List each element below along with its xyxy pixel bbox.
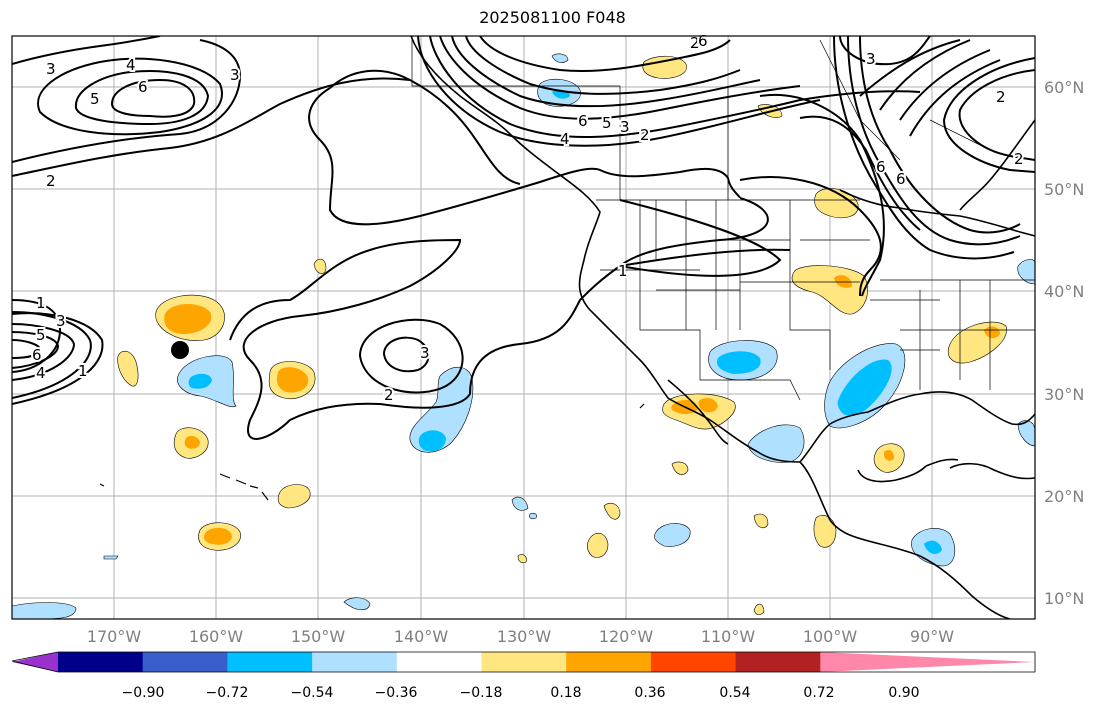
colorbar-tick: −0.90 <box>122 685 165 701</box>
contour-label: 2 <box>384 386 394 404</box>
lon-label: 110°W <box>701 627 756 646</box>
colorbar-tick: 0.18 <box>550 685 581 701</box>
colorbar-tick: 0.36 <box>634 685 665 701</box>
contour-label: 3 <box>620 118 630 136</box>
colorbar-bin <box>735 652 821 672</box>
contour-labels: 3 4 5 6 3 2 1 3 5 6 4 1 2 3 2 1 6 5 3 2 … <box>30 30 1026 406</box>
contours <box>12 36 1035 440</box>
lon-label: 100°W <box>803 627 858 646</box>
colorbar-extend-min <box>12 652 58 672</box>
colorbar-tick: −0.36 <box>375 685 418 701</box>
lon-label: 160°W <box>189 627 244 646</box>
contour-label: 5 <box>602 114 612 132</box>
colorbar-bin <box>227 652 313 672</box>
contour-label: 3 <box>56 312 66 330</box>
lon-label: 120°W <box>599 627 654 646</box>
contour-label: 4 <box>36 364 46 382</box>
colorbar-bin <box>396 652 482 672</box>
contour-label: 3 <box>230 66 240 84</box>
colorbar-tick: 0.90 <box>888 685 919 701</box>
contour-label: 1 <box>78 362 88 380</box>
contour-label: 4 <box>560 130 570 148</box>
colorbar-ticks: −0.90 −0.72 −0.54 −0.36 −0.18 0.18 0.36 … <box>122 685 920 701</box>
contour-label: 6 <box>876 158 886 176</box>
contour-label: 6 <box>32 346 42 364</box>
contour-label: 2 <box>46 172 56 190</box>
lat-label: 60°N <box>1044 78 1084 97</box>
contour-label: 6 <box>138 78 148 96</box>
coastlines <box>410 36 1035 619</box>
latitude-labels: 60°N 50°N 40°N 30°N 20°N 10°N <box>1044 78 1084 608</box>
colorbar-tick: −0.72 <box>206 685 249 701</box>
colorbar-bin <box>650 652 737 672</box>
colorbar-tick: 0.54 <box>719 685 750 701</box>
colorbar-tick: −0.18 <box>460 685 503 701</box>
contour-label: 2 <box>690 34 700 52</box>
contour-label: 3 <box>866 50 876 68</box>
lon-label: 140°W <box>394 627 449 646</box>
contour-label: 4 <box>126 56 136 74</box>
lon-label: 150°W <box>291 627 346 646</box>
lon-label: 130°W <box>497 627 552 646</box>
contour-label: 3 <box>46 60 56 78</box>
lat-label: 10°N <box>1044 589 1084 608</box>
contour-label: 6 <box>896 170 906 188</box>
colorbar-bin <box>58 652 144 672</box>
contour-label: 5 <box>90 90 100 108</box>
longitude-labels: 170°W 160°W 150°W 140°W 130°W 120°W 110°… <box>87 627 954 646</box>
colorbar: −0.90 −0.72 −0.54 −0.36 −0.18 0.18 0.36 … <box>11 651 1036 701</box>
lat-label: 40°N <box>1044 282 1084 301</box>
colorbar-bin <box>481 652 567 672</box>
colorbar-tick: −0.54 <box>291 685 334 701</box>
lat-label: 20°N <box>1044 487 1084 506</box>
lon-label: 170°W <box>87 627 142 646</box>
contour-label: 2 <box>640 126 650 144</box>
contour-label: 6 <box>578 112 588 130</box>
contour-label: 2 <box>1014 150 1024 168</box>
colorbar-extend-max <box>820 652 1035 672</box>
colorbar-segments <box>12 652 1035 672</box>
lat-label: 30°N <box>1044 385 1084 404</box>
colorbar-outline <box>11 651 1036 673</box>
map-title: 2025081100 F048 <box>479 8 626 27</box>
location-marker <box>171 341 189 359</box>
lat-label: 50°N <box>1044 180 1084 199</box>
colorbar-bin <box>566 652 652 672</box>
colorbar-bin <box>142 652 228 672</box>
contour-label: 6 <box>698 32 708 50</box>
contour-label: 2 <box>996 88 1006 106</box>
lon-label: 90°W <box>910 627 954 646</box>
contour-label: 1 <box>618 262 628 280</box>
contour-label: 1 <box>36 294 46 312</box>
map-border <box>11 35 1036 620</box>
contour-label: 3 <box>420 344 430 362</box>
islands <box>99 403 645 501</box>
shading-warm <box>117 55 1007 616</box>
contour-label: 5 <box>36 326 46 344</box>
colorbar-bin <box>312 652 398 672</box>
shading-cool <box>12 53 1035 619</box>
colorbar-tick: 0.72 <box>803 685 834 701</box>
